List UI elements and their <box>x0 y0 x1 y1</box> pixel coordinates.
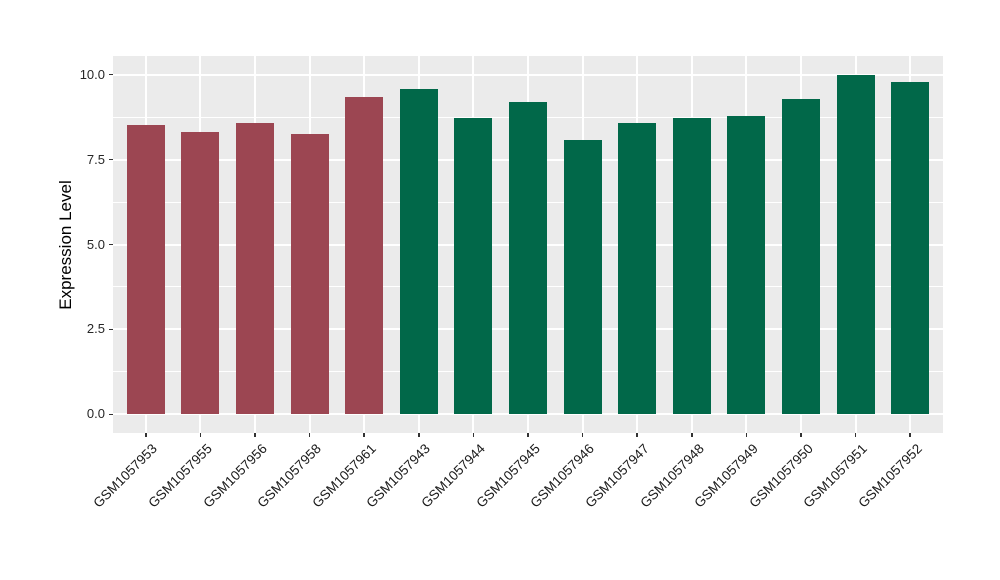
bar-GSM1057943 <box>399 88 438 415</box>
y-tick-label: 5.0 <box>86 236 105 252</box>
y-tick-mark <box>108 243 113 246</box>
x-tick-mark <box>581 433 584 437</box>
bar-GSM1057947 <box>618 122 657 415</box>
x-tick-mark <box>854 433 857 437</box>
x-tick-mark <box>145 433 147 437</box>
y-tick-label: 0.0 <box>86 406 105 422</box>
y-tick-mark <box>108 73 113 76</box>
bar-GSM1057950 <box>782 99 821 415</box>
bar-GSM1057958 <box>290 134 329 415</box>
bar-GSM1057951 <box>836 74 875 415</box>
bar-GSM1057955 <box>181 132 220 415</box>
x-tick-mark <box>691 433 693 437</box>
x-tick-mark <box>527 433 529 437</box>
x-tick-mark <box>363 433 365 437</box>
y-tick-mark <box>108 158 113 161</box>
x-tick-mark <box>636 433 638 437</box>
x-tick-mark <box>745 433 748 437</box>
bar-GSM1057956 <box>235 123 274 415</box>
y-tick-label: 7.5 <box>86 151 105 167</box>
y-tick-mark <box>108 413 113 416</box>
bar-GSM1057948 <box>672 118 711 415</box>
x-tick-mark <box>418 433 420 437</box>
x-tick-mark <box>199 433 202 437</box>
y-tick-label: 2.5 <box>86 321 105 337</box>
y-tick-label: 10.0 <box>79 66 105 82</box>
y-tick-mark <box>108 328 113 331</box>
bar-GSM1057949 <box>727 115 766 415</box>
bar-GSM1057961 <box>345 97 384 415</box>
x-tick-mark <box>800 433 802 437</box>
x-tick-mark <box>254 433 256 437</box>
bar-GSM1057952 <box>891 82 930 415</box>
bar-GSM1057944 <box>454 118 493 415</box>
x-tick-mark <box>472 433 475 437</box>
bar-GSM1057953 <box>126 124 165 415</box>
x-tick-mark <box>308 433 311 437</box>
bar-GSM1057945 <box>509 101 547 415</box>
x-tick-mark <box>909 433 911 437</box>
bar-GSM1057946 <box>563 139 602 415</box>
